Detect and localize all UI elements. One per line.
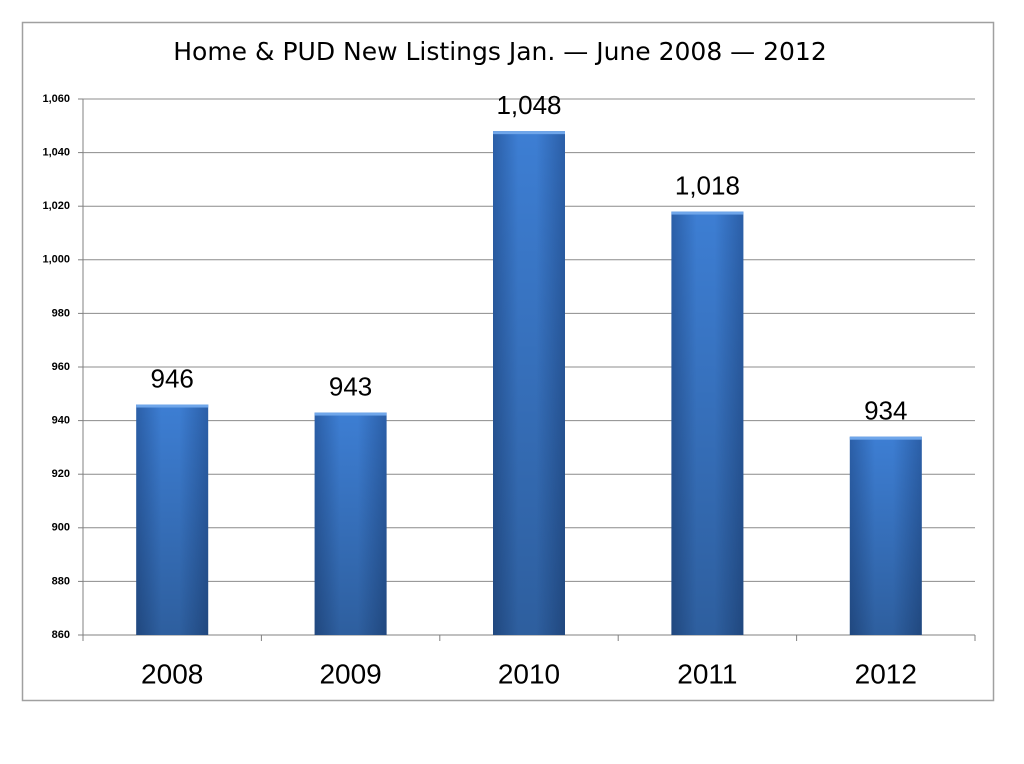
x-tick-label: 2010: [498, 658, 560, 689]
bar-shade: [849, 436, 922, 635]
x-tick-label: 2012: [855, 658, 917, 689]
value-label: 1,018: [675, 170, 740, 200]
y-tick-label: 1,020: [42, 200, 70, 212]
x-tick-label: 2009: [319, 658, 381, 689]
y-tick-label: 980: [52, 307, 70, 319]
y-tick-label: 1,060: [42, 93, 70, 105]
y-tick-label: 880: [52, 575, 70, 587]
x-tick-label: 2008: [141, 658, 203, 689]
y-tick-label: 940: [52, 415, 70, 427]
value-label: 943: [329, 371, 372, 401]
bar-top: [671, 211, 744, 215]
bar-top: [314, 412, 387, 416]
bar-shade: [314, 412, 387, 635]
bar-shade: [136, 404, 209, 635]
y-tick-label: 1,040: [42, 147, 70, 159]
bar-top: [849, 436, 922, 440]
y-tick-label: 860: [52, 629, 70, 641]
y-tick-label: 960: [52, 361, 70, 373]
y-tick-label: 1,000: [42, 254, 70, 266]
y-tick-label: 900: [52, 522, 70, 534]
chart-title: Home & PUD New Listings Jan. — June 2008…: [173, 37, 827, 66]
value-label: 946: [151, 363, 194, 393]
value-label: 934: [864, 396, 907, 426]
bar-shade: [493, 131, 565, 635]
bar-top: [136, 404, 209, 408]
bar-top: [493, 131, 565, 135]
x-tick-label: 2011: [677, 658, 737, 689]
y-tick-label: 920: [52, 468, 70, 480]
value-label: 1,048: [496, 90, 561, 120]
bar-shade: [671, 211, 744, 635]
